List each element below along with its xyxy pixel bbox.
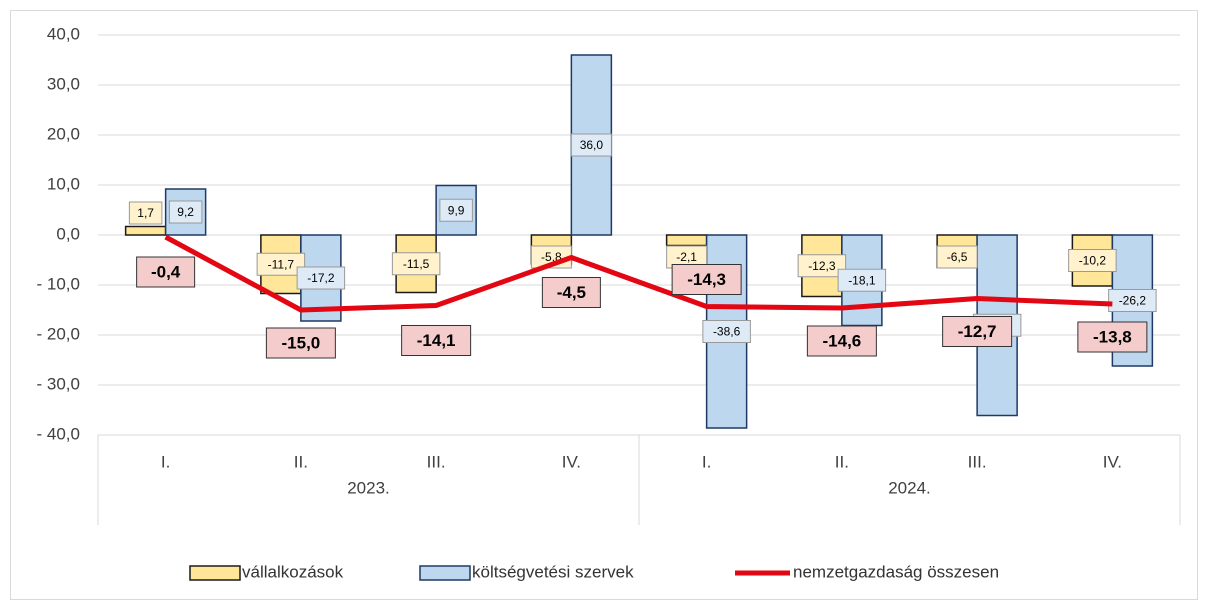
y-tick-label: - 40,0	[37, 424, 80, 443]
data-label-box	[702, 320, 751, 343]
data-label-box	[837, 268, 887, 292]
data-label: -14,6	[806, 325, 877, 357]
data-label: -15,0	[265, 327, 336, 359]
data-label: -6,5	[936, 245, 978, 269]
data-label-box	[570, 133, 612, 157]
y-tick-label: - 30,0	[37, 374, 80, 393]
x-tick-label: IV.	[562, 452, 581, 471]
data-label: -4,5	[541, 277, 601, 308]
data-label-text: -14,3	[687, 270, 726, 289]
data-label-box	[1077, 321, 1148, 353]
data-label-box	[168, 200, 203, 224]
data-label-box	[806, 325, 877, 357]
data-label-text: -26,2	[1119, 294, 1147, 308]
data-label-box	[128, 201, 163, 225]
data-label-box	[296, 266, 346, 290]
x-tick-label: I.	[702, 452, 711, 471]
data-label-box	[936, 245, 978, 269]
data-label-text: -11,7	[268, 257, 295, 271]
x-tick-label: III.	[968, 452, 987, 471]
data-label-text: -2,1	[676, 250, 697, 264]
bar	[124, 225, 167, 236]
data-label: -11,7	[256, 252, 306, 276]
data-label-box	[541, 277, 601, 308]
data-label-box	[136, 256, 196, 288]
x-tick-label: IV.	[1103, 452, 1122, 471]
legend-label: vállalkozások	[242, 562, 344, 581]
x-tick-label: III.	[427, 452, 446, 471]
data-label-text: -13,8	[1093, 327, 1132, 346]
data-label-box	[401, 325, 472, 356]
data-label-box	[797, 254, 847, 278]
data-label-text: -38,6	[713, 325, 741, 339]
data-label: 1,7	[128, 201, 163, 225]
data-label-box	[1068, 249, 1117, 272]
y-tick-label: 10,0	[47, 174, 80, 193]
y-tick-label: 20,0	[47, 124, 80, 143]
y-tick-label: - 10,0	[37, 274, 80, 293]
group-label: 2024.	[888, 478, 931, 497]
data-label: -17,2	[296, 266, 346, 290]
x-tick-label: II.	[294, 452, 308, 471]
data-label: -11,5	[391, 252, 441, 276]
x-tick-label: I.	[161, 452, 170, 471]
data-label-text: -14,6	[823, 331, 862, 350]
data-label: -26,2	[1108, 289, 1157, 312]
data-label-text: -15,0	[282, 333, 321, 352]
data-label: -12,3	[797, 254, 847, 278]
legend-swatch	[189, 565, 241, 581]
data-label-text: -6,5	[947, 250, 968, 264]
data-label-text: 1,7	[137, 206, 154, 220]
legend-label: nemzetgazdaság összesen	[793, 562, 999, 581]
data-label-text: 36,0	[580, 138, 604, 152]
data-label: 36,0	[570, 133, 612, 157]
data-label-text: -12,7	[958, 322, 997, 341]
data-label-text: -11,5	[403, 257, 430, 271]
data-label: -12,7	[942, 316, 1013, 347]
data-label-box	[1108, 289, 1157, 312]
data-label-text: -18,1	[848, 273, 876, 287]
y-tick-label: 30,0	[47, 74, 80, 93]
data-label-text: -10,2	[1079, 254, 1107, 268]
data-label-text: 9,2	[177, 205, 194, 219]
data-label-box	[265, 327, 336, 359]
data-label-box	[256, 252, 306, 276]
group-label: 2023.	[347, 478, 390, 497]
data-label-text: -12,3	[808, 259, 836, 273]
data-label: -18,1	[837, 268, 887, 292]
data-label-box	[671, 264, 742, 295]
x-tick-label: II.	[835, 452, 849, 471]
data-label-text: -14,1	[417, 331, 456, 350]
data-label: -14,3	[671, 264, 742, 295]
y-tick-label: 0,0	[56, 224, 80, 243]
data-label-box	[942, 316, 1013, 347]
data-label: -10,2	[1068, 249, 1117, 272]
data-label-text: -0,4	[151, 262, 181, 281]
data-label-text: -4,5	[557, 283, 586, 302]
line	[164, 234, 1113, 313]
data-label: -2,1	[666, 245, 708, 269]
data-label: -13,8	[1077, 321, 1148, 353]
data-label: 9,9	[439, 198, 473, 222]
data-label: -14,1	[401, 325, 472, 356]
data-label: 9,2	[168, 200, 203, 224]
data-label: -38,6	[702, 320, 751, 343]
data-label-box	[439, 198, 473, 222]
data-label-box	[391, 252, 441, 276]
bar	[665, 234, 708, 247]
data-label-text: -17,2	[307, 271, 335, 285]
data-label: -0,4	[136, 256, 196, 288]
y-tick-label: 40,0	[47, 24, 80, 43]
data-label-text: 9,9	[448, 203, 465, 217]
legend-swatch	[419, 565, 471, 581]
legend-label: költségvetési szervek	[472, 562, 634, 581]
y-tick-label: - 20,0	[37, 324, 80, 343]
